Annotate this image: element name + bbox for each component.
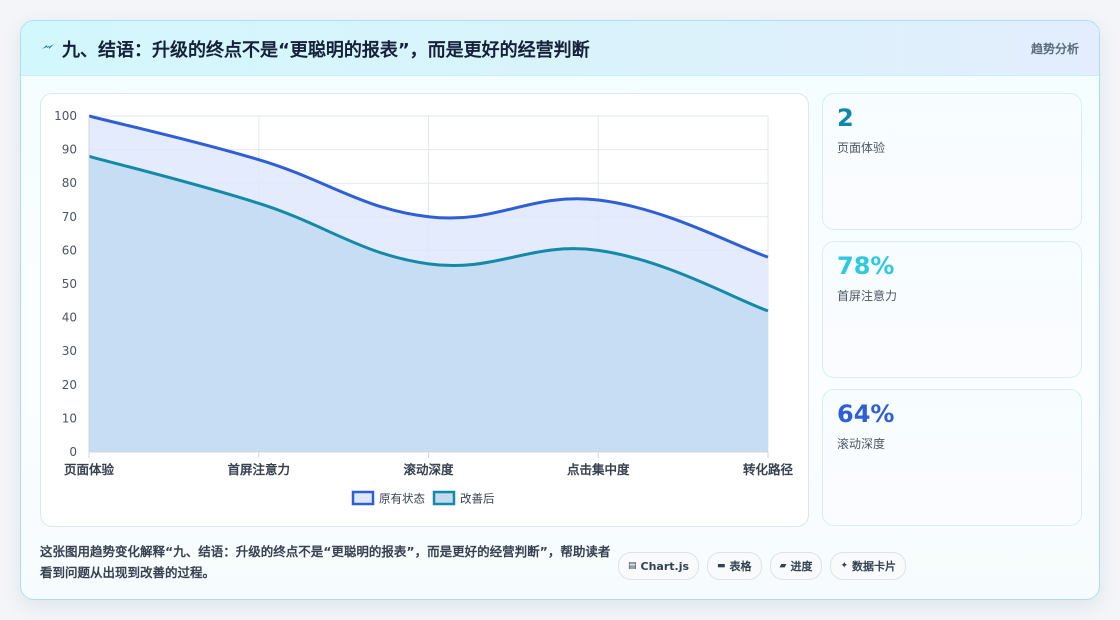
x-tick-label: 页面体验 bbox=[64, 462, 115, 477]
y-tick-label: 100 bbox=[54, 109, 77, 123]
page-title: 九、结语：升级的终点不是“更聪明的报表”，而是更好的经营判断 bbox=[62, 40, 590, 61]
legend-swatch bbox=[351, 490, 375, 506]
stat-value: 78% bbox=[837, 252, 895, 280]
lightning-icon bbox=[42, 44, 54, 49]
x-tick-label: 滚动深度 bbox=[403, 462, 454, 477]
x-tick-label: 首屏注意力 bbox=[227, 462, 290, 477]
card-header: 九、结语：升级的终点不是“更聪明的报表”，而是更好的经营判断 趋势分析 bbox=[21, 21, 1099, 76]
header-tag: 趋势分析 bbox=[1030, 42, 1079, 56]
chip-label: 数据卡片 bbox=[852, 560, 897, 573]
series-area bbox=[89, 156, 768, 452]
stat-card: 2 页面体验 bbox=[822, 93, 1082, 230]
series-line bbox=[88, 154, 769, 313]
legend-label: 原有状态 bbox=[379, 492, 425, 506]
y-tick-label: 40 bbox=[62, 311, 77, 325]
y-tick-label: 10 bbox=[62, 411, 77, 425]
stat-card: 64% 滚动深度 bbox=[822, 389, 1082, 526]
stat-label: 首屏注意力 bbox=[837, 289, 898, 303]
tech-chips: ▤ Chart.js ▬ 表格 ▰ 进度 ✦ 数据卡片 bbox=[618, 552, 907, 580]
chip-label: 表格 bbox=[729, 560, 752, 573]
y-tick-label: 70 bbox=[62, 210, 77, 224]
y-tick-label: 60 bbox=[62, 243, 77, 257]
sparkle-icon: ✦ bbox=[840, 561, 849, 571]
x-tick-label: 转化路径 bbox=[743, 462, 794, 477]
series-line bbox=[88, 114, 769, 259]
legend-swatch bbox=[432, 490, 456, 506]
y-tick-label: 90 bbox=[62, 143, 77, 157]
chart-panel: 0 10 20 30 40 50 60 70 80 90 100 页面体验 首屏注意力 滚动深度 点击集中度… bbox=[40, 93, 809, 527]
progress-icon: ▰ bbox=[779, 561, 787, 571]
chip-progress[interactable]: ▰ 进度 bbox=[769, 552, 823, 580]
chip-data-card[interactable]: ✦ 数据卡片 bbox=[830, 552, 907, 580]
table-icon: ▬ bbox=[717, 561, 726, 571]
main-card: 九、结语：升级的终点不是“更聪明的报表”，而是更好的经营判断 趋势分析 0 10 2… bbox=[20, 20, 1100, 600]
stat-value: 2 bbox=[837, 104, 854, 132]
y-tick-label: 20 bbox=[62, 378, 77, 392]
legend-label: 改善后 bbox=[460, 492, 495, 506]
y-tick-label: 80 bbox=[62, 176, 77, 190]
x-tick-label: 点击集中度 bbox=[567, 462, 630, 477]
stat-label: 页面体验 bbox=[837, 141, 886, 155]
chip-label: 进度 bbox=[790, 560, 813, 573]
area-chart: 0 10 20 30 40 50 60 70 80 90 100 页面体验 首屏注意力 滚动深度 点击集中度… bbox=[54, 109, 794, 506]
chip-chartjs[interactable]: ▤ Chart.js bbox=[618, 552, 700, 580]
chip-label: Chart.js bbox=[640, 559, 690, 573]
y-tick-label: 0 bbox=[69, 445, 77, 459]
y-tick-label: 30 bbox=[62, 344, 77, 358]
chip-table[interactable]: ▬ 表格 bbox=[707, 552, 762, 580]
y-tick-label: 50 bbox=[62, 277, 77, 291]
stat-label: 滚动深度 bbox=[837, 437, 886, 451]
chart-icon: ▤ bbox=[628, 561, 637, 571]
chart-description: 这张图用趋势变化解释“九、结语：升级的终点不是“更聪明的报表”，而是更好的经营判… bbox=[40, 544, 611, 580]
stat-card: 78% 首屏注意力 bbox=[822, 241, 1082, 378]
stat-value: 64% bbox=[837, 400, 895, 428]
